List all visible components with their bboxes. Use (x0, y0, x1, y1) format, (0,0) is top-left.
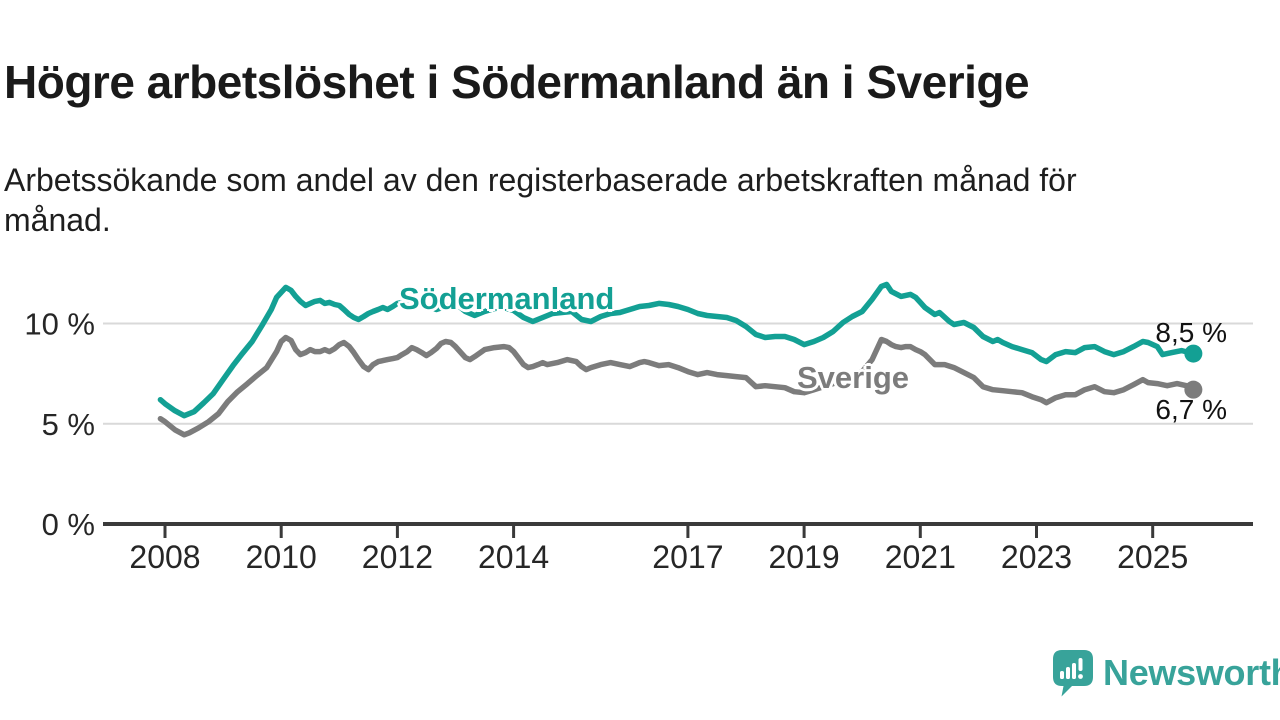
end-value-label-sverige: 6,7 % (1155, 394, 1227, 425)
newsworthy-brand-text: Newsworthy (1103, 652, 1280, 693)
series-end-dot-södermanland (1184, 344, 1203, 363)
series-label-sverige: Sverige (797, 360, 910, 395)
x-tick-label: 2017 (652, 539, 723, 575)
x-tick-label: 2025 (1117, 539, 1188, 575)
series-line-södermanland (157, 281, 1197, 419)
y-tick-label: 5 % (42, 407, 95, 442)
x-tick-label: 2008 (129, 539, 200, 575)
newsworthy-logo: Newsworthy (1053, 648, 1280, 698)
series-end-dot-sverige (1184, 380, 1203, 399)
page-subtitle: Arbetssökande som andel av den registerb… (4, 162, 1077, 238)
y-tick-label: 10 % (24, 307, 95, 342)
x-tick-label: 2019 (769, 539, 840, 575)
series-label-sodermanland: Södermanland (399, 281, 615, 316)
x-tick-label: 2010 (246, 539, 317, 575)
x-tick-label: 2012 (362, 539, 433, 575)
end-value-label-sodermanland: 8,5 % (1155, 317, 1227, 348)
y-tick-label: 0 % (42, 507, 95, 542)
newsworthy-logo-icon (1053, 649, 1093, 696)
page-title: Högre arbetslöshet i Södermanland än i S… (4, 55, 1030, 108)
x-tick-label: 2021 (885, 539, 956, 575)
x-tick-label: 2023 (1001, 539, 1072, 575)
series-line-sverige (157, 334, 1197, 438)
x-tick-label: 2014 (478, 539, 549, 575)
